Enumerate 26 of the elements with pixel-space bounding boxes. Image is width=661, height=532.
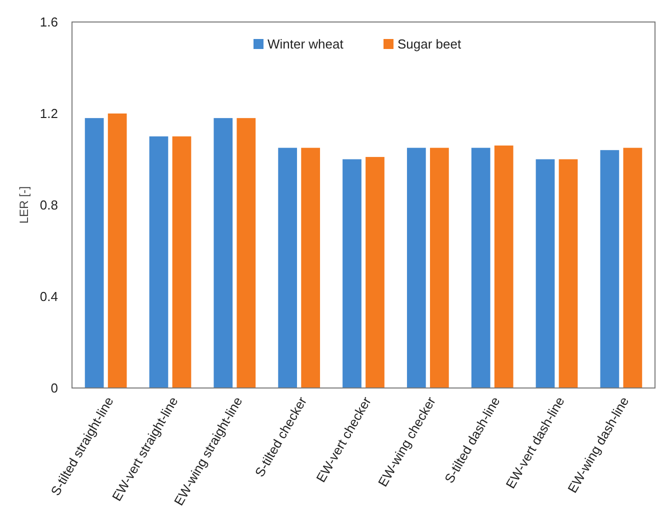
bar <box>406 148 426 388</box>
y-tick-label: 0 <box>50 380 58 396</box>
bar <box>471 148 490 388</box>
legend-label: Winter wheat <box>268 36 344 52</box>
bar <box>172 136 192 388</box>
bar <box>149 136 168 388</box>
bar <box>342 159 362 388</box>
bar <box>623 148 642 388</box>
bar <box>430 148 449 388</box>
bar <box>494 146 514 388</box>
bar <box>236 118 256 388</box>
bar <box>600 150 620 388</box>
y-tick-label: 0.4 <box>40 289 58 304</box>
bar <box>301 148 320 388</box>
y-tick-label: 1.2 <box>40 106 58 122</box>
bar <box>558 159 578 388</box>
legend-label: Sugar beet <box>398 36 462 52</box>
y-tick-label: 0.8 <box>40 198 58 213</box>
bar <box>278 148 298 388</box>
bar <box>108 114 127 388</box>
bar <box>366 156 384 388</box>
y-axis-title: LER [-] <box>17 186 31 224</box>
bar <box>84 118 104 388</box>
bar <box>214 118 233 388</box>
bar <box>536 159 555 388</box>
y-tick-label: 1.6 <box>40 14 58 30</box>
